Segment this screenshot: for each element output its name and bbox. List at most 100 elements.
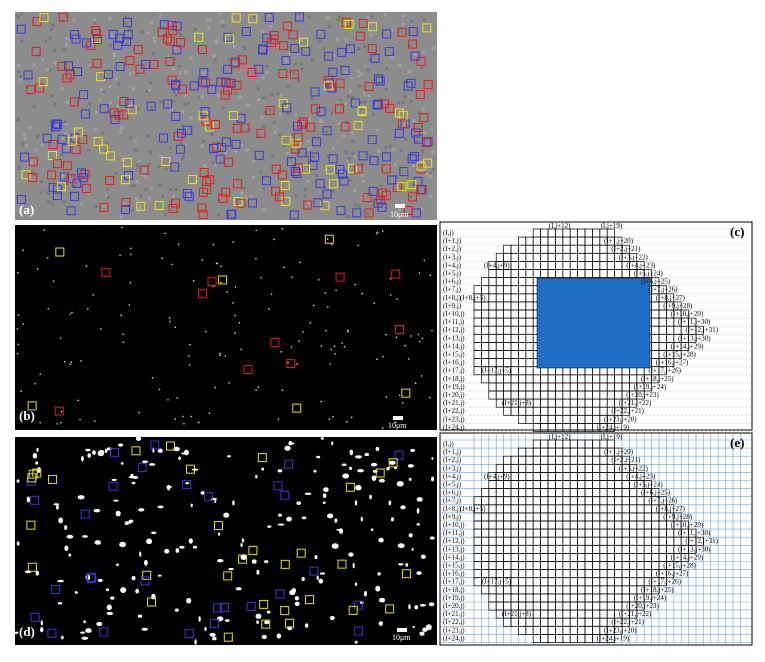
texture bbox=[375, 128, 379, 132]
edge-label: (I+5,j+24) bbox=[634, 481, 664, 489]
particle bbox=[35, 461, 39, 465]
detection-box bbox=[133, 45, 143, 55]
texture bbox=[177, 64, 181, 68]
particle bbox=[184, 449, 189, 456]
row-label: (I+10,j) bbox=[443, 521, 465, 529]
speck bbox=[17, 343, 20, 346]
texture bbox=[346, 215, 350, 219]
edge-label: (I+21,j+22) bbox=[619, 399, 652, 407]
row-label: (I+21,j) bbox=[443, 610, 465, 618]
detection-box bbox=[348, 163, 358, 173]
texture bbox=[50, 27, 54, 31]
detection-box bbox=[171, 111, 181, 121]
detection-box bbox=[411, 128, 421, 138]
detection-box bbox=[297, 148, 307, 158]
edge-label: (I+24,j+19) bbox=[597, 423, 630, 431]
texture bbox=[16, 117, 20, 121]
texture bbox=[336, 18, 340, 22]
texture bbox=[417, 111, 421, 115]
texture bbox=[350, 95, 354, 99]
texture bbox=[401, 14, 405, 18]
speck bbox=[129, 281, 132, 284]
detection-box bbox=[375, 76, 385, 86]
speck bbox=[167, 398, 169, 401]
texture bbox=[398, 208, 402, 212]
texture bbox=[405, 173, 409, 177]
detection-box bbox=[131, 446, 141, 456]
row-label: (I+11,j) bbox=[443, 529, 465, 537]
particle bbox=[410, 448, 416, 452]
detection-box bbox=[136, 201, 146, 211]
texture bbox=[207, 26, 211, 30]
detection-box bbox=[161, 156, 171, 166]
detection-box bbox=[310, 104, 320, 114]
texture bbox=[432, 46, 436, 50]
texture bbox=[370, 15, 374, 19]
particle bbox=[397, 543, 405, 549]
grid-cell bbox=[621, 406, 630, 416]
particle bbox=[104, 448, 108, 454]
speck bbox=[60, 410, 63, 413]
detection-box bbox=[353, 120, 363, 130]
panel-label: (e) bbox=[730, 435, 744, 450]
particle bbox=[227, 455, 231, 458]
texture bbox=[17, 165, 21, 169]
particle bbox=[261, 467, 264, 471]
detection-box bbox=[271, 186, 281, 196]
texture bbox=[397, 101, 401, 105]
texture bbox=[218, 12, 222, 16]
detection-box bbox=[70, 30, 80, 40]
speck bbox=[329, 363, 331, 365]
detection-box bbox=[345, 44, 355, 54]
texture bbox=[46, 67, 50, 71]
detection-box bbox=[119, 96, 129, 106]
edge-label: (I+18,j+25) bbox=[641, 375, 674, 383]
texture bbox=[300, 38, 304, 42]
speck bbox=[219, 354, 221, 357]
grid-cell bbox=[673, 350, 682, 359]
texture bbox=[428, 194, 432, 198]
detection-box bbox=[282, 21, 292, 31]
interior-label: (I+4,j+9) bbox=[484, 261, 510, 269]
texture bbox=[40, 180, 44, 184]
row-label: (I+24,j) bbox=[443, 423, 465, 431]
particle bbox=[360, 601, 364, 604]
texture bbox=[261, 30, 265, 34]
texture bbox=[288, 51, 292, 55]
speck bbox=[201, 259, 204, 261]
particle bbox=[429, 536, 435, 540]
texture bbox=[215, 159, 219, 163]
speck bbox=[234, 286, 237, 288]
speck bbox=[421, 337, 424, 340]
particle bbox=[188, 538, 193, 544]
texture bbox=[345, 72, 349, 76]
particle bbox=[388, 500, 392, 506]
row-label: (I+15,j) bbox=[443, 562, 465, 570]
particle bbox=[128, 519, 132, 524]
detection-box bbox=[271, 164, 281, 174]
particle bbox=[348, 552, 354, 557]
texture bbox=[379, 184, 383, 188]
detection-box bbox=[391, 269, 401, 279]
texture bbox=[399, 148, 403, 152]
texture bbox=[164, 167, 168, 171]
detection-box bbox=[27, 473, 37, 483]
grid-cell bbox=[673, 561, 682, 570]
texture bbox=[346, 159, 350, 163]
detection-box bbox=[146, 101, 156, 111]
texture bbox=[140, 173, 144, 177]
texture bbox=[420, 66, 424, 70]
speck bbox=[234, 332, 236, 334]
texture bbox=[51, 23, 55, 27]
detection-box bbox=[364, 208, 374, 218]
texture bbox=[307, 117, 311, 121]
detection-box bbox=[299, 37, 309, 47]
detection-box bbox=[139, 165, 149, 175]
detection-box bbox=[62, 161, 72, 171]
texture bbox=[172, 90, 176, 94]
row-label: (I+9,j) bbox=[443, 513, 462, 521]
detection-box bbox=[288, 30, 298, 40]
speck bbox=[161, 257, 163, 260]
texture bbox=[213, 57, 217, 61]
texture bbox=[98, 98, 102, 102]
